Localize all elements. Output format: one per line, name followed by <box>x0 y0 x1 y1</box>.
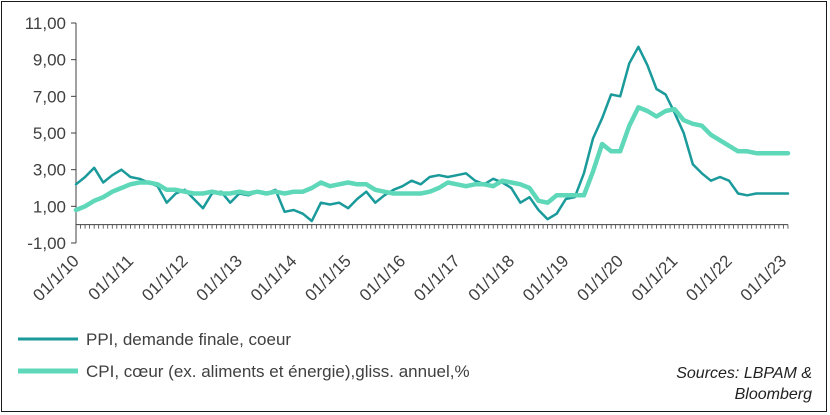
y-tick-label: 3,00 <box>33 161 66 180</box>
legend-label-ppi: PPI, demande finale, coeur <box>86 330 291 349</box>
y-tick-label: -1,00 <box>27 234 66 253</box>
series-line-ppi <box>74 45 790 223</box>
x-tick-label: 01/1/21 <box>628 251 682 305</box>
x-tick-label: 01/1/13 <box>193 251 247 305</box>
x-tick-label: 01/1/11 <box>85 251 138 304</box>
x-tick-label: 01/1/17 <box>410 251 464 305</box>
y-axis: -1,00 1,00 3,00 5,00 7,00 9,00 11,00 <box>25 14 77 253</box>
x-axis: 01/1/10 01/1/11 01/1/12 01/1/13 01/1/14 01/1/… <box>29 224 791 305</box>
y-tick-label: 1,00 <box>33 197 66 216</box>
source-line-2: Bloomberg <box>735 386 812 403</box>
legend: PPI, demande finale, coeur CPI, cœur (ex… <box>18 330 470 381</box>
y-tick-label: 11,00 <box>25 14 66 33</box>
x-tick-label: 01/1/14 <box>247 251 301 305</box>
series-lines <box>73 45 791 223</box>
y-tick-label: 7,00 <box>33 87 66 106</box>
x-tick-label: 01/1/19 <box>519 251 573 305</box>
source-line-1: Sources: LBPAM & <box>676 365 812 382</box>
source-note: Sources: LBPAM & Bloomberg <box>676 365 812 403</box>
x-tick-label: 01/1/22 <box>682 251 736 305</box>
y-tick-label: 5,00 <box>33 124 66 143</box>
x-tick-label: 01/1/15 <box>301 251 355 305</box>
x-tick-label: 01/1/10 <box>29 251 83 305</box>
x-tick-label: 01/1/16 <box>356 251 410 305</box>
y-tick-label: 9,00 <box>33 51 66 70</box>
series-line-cpi <box>73 105 791 213</box>
x-tick-label: 01/1/23 <box>737 251 791 305</box>
x-tick-label: 01/1/20 <box>573 251 627 305</box>
x-tick-label: 01/1/12 <box>138 251 192 305</box>
legend-label-cpi: CPI, cœur (ex. aliments et énergie),glis… <box>86 362 470 381</box>
x-tick-label: 01/1/18 <box>465 251 519 305</box>
